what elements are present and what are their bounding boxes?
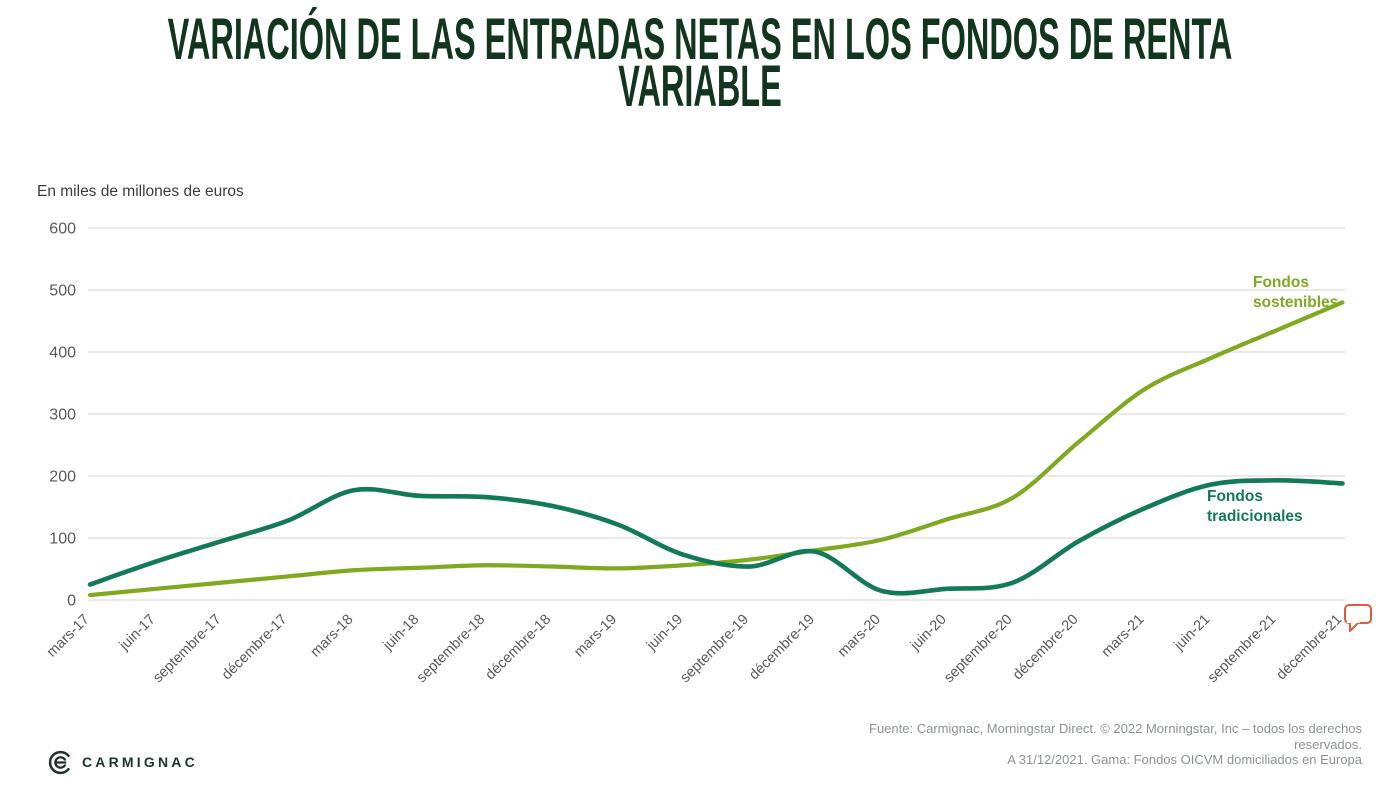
x-tick-label-juin-18: juin-18	[380, 612, 423, 655]
y-tick-label-200: 200	[49, 469, 76, 486]
x-tick-label-décembre-17: décembre-17	[219, 612, 291, 684]
page-title-line-1: VARIACIÓN DE LAS ENTRADAS NETAS EN LOS F…	[167, 5, 1232, 72]
series-label-fondos-tradicionales-line-1: Fondos	[1207, 488, 1263, 505]
x-tick-label-décembre-18: décembre-18	[483, 612, 555, 684]
y-tick-label-400: 400	[49, 345, 76, 362]
x-tick-label-septembre-17: septembre-17	[150, 612, 225, 687]
x-tick-label-mars-17: mars-17	[44, 612, 93, 661]
x-tick-label-juin-17: juin-17	[116, 612, 159, 655]
x-tick-label-mars-19: mars-19	[571, 612, 620, 661]
x-tick-label-décembre-21: décembre-21	[1274, 612, 1346, 684]
x-tick-label-juin-21: juin-21	[1171, 612, 1214, 655]
y-tick-label-0: 0	[67, 593, 76, 610]
x-tick-label-juin-19: juin-19	[643, 612, 686, 655]
y-tick-label-300: 300	[49, 407, 76, 424]
x-tick-label-septembre-21: septembre-21	[1205, 612, 1280, 687]
series-line-fondos-sostenibles	[87, 300, 1345, 598]
x-tick-label-mars-21: mars-21	[1099, 612, 1148, 661]
x-tick-label-mars-18: mars-18	[308, 612, 357, 661]
x-tick-label-juin-20: juin-20	[907, 612, 950, 655]
x-tick-label-décembre-20: décembre-20	[1010, 612, 1082, 684]
carmignac-logo-icon	[48, 750, 70, 774]
series-label-fondos-sostenibles-line-2: sostenibles	[1253, 294, 1338, 311]
x-tick-label-septembre-19: septembre-19	[677, 612, 752, 687]
series-label-fondos-sostenibles-line-1: Fondos	[1253, 274, 1309, 291]
page-title-line-2: VARIABLE	[617, 52, 782, 119]
x-tick-label-septembre-20: septembre-20	[941, 612, 1016, 687]
comment-icon[interactable]	[1340, 600, 1376, 638]
y-tick-label-500: 500	[49, 283, 76, 300]
x-tick-label-décembre-19: décembre-19	[746, 612, 818, 684]
x-tick-label-mars-20: mars-20	[835, 612, 884, 661]
source-line-1: Fuente: Carmignac, Morningstar Direct. ©…	[869, 721, 1362, 752]
carmignac-logo-text: CARMIGNAC	[82, 754, 198, 770]
source-note: Fuente: Carmignac, Morningstar Direct. ©…	[806, 721, 1362, 768]
source-line-2: A 31/12/2021. Gama: Fondos OICVM domicil…	[1007, 752, 1362, 768]
series-line-fondos-tradicionales	[87, 478, 1345, 596]
carmignac-logo: CARMIGNAC	[48, 749, 198, 775]
series-label-fondos-tradicionales-line-2: tradicionales	[1207, 508, 1303, 525]
y-tick-label-100: 100	[49, 531, 76, 548]
x-tick-label-septembre-18: septembre-18	[414, 612, 489, 687]
axis-units-label: En miles de millones de euros	[37, 183, 244, 200]
y-tick-label-600: 600	[49, 221, 76, 238]
